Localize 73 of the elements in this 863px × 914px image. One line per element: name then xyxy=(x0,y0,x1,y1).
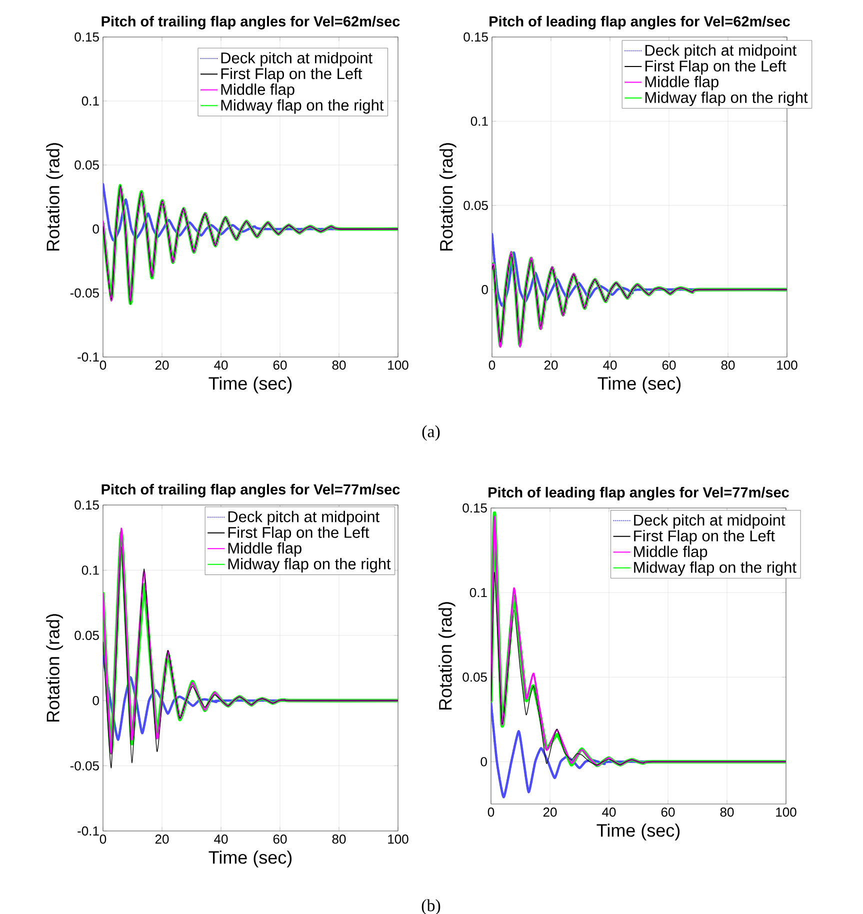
x-tick-label: 40 xyxy=(214,834,228,844)
x-tick-label: 80 xyxy=(332,360,346,370)
y-tick-label: 0 xyxy=(482,285,488,294)
x-axis-title: Time (sec) xyxy=(596,824,680,840)
x-tick-label: 20 xyxy=(155,834,169,844)
legend-label: Deck pitch at midpoint xyxy=(221,52,372,67)
legend-label: Midway flap on the right xyxy=(634,561,796,576)
chart-title: Pitch of leading flap angles for Vel=62m/sec xyxy=(490,16,790,30)
x-tick-label: 60 xyxy=(661,808,675,817)
x-tick-label: 20 xyxy=(543,808,557,817)
x-tick-label: 40 xyxy=(214,360,228,370)
x-tick-label: 40 xyxy=(603,360,617,370)
y-axis-title: Rotation (rad) xyxy=(46,143,63,251)
chart-title: Pitch of trailing flap angles for Vel=77m/sec xyxy=(102,484,400,498)
y-tick-label: 0.15 xyxy=(74,500,99,510)
y-axis-title: Rotation (rad) xyxy=(438,602,456,710)
x-tick-label: 100 xyxy=(777,360,798,370)
legend-label: Deck pitch at midpoint xyxy=(228,510,380,526)
legend-label: Middle flap xyxy=(645,76,718,90)
y-axis-title: Rotation (rad) xyxy=(440,143,456,251)
y-tick-label: 0 xyxy=(92,224,99,234)
x-tick-label: 0 xyxy=(488,360,496,370)
x-tick-label: 0 xyxy=(100,834,106,844)
x-tick-label: 0 xyxy=(100,360,106,370)
y-tick-label: -0.05 xyxy=(70,761,99,770)
legend-label: Middle flap xyxy=(228,542,302,557)
legend-label: Middle flap xyxy=(221,84,294,98)
chart-title: Pitch of leading flap angles for Vel=77m/sec xyxy=(488,486,789,500)
legend-label: First Flap on the Left xyxy=(221,68,362,82)
x-tick-label: 100 xyxy=(388,834,408,844)
x-tick-label: 100 xyxy=(388,360,408,370)
legend-label: Midway flap on the right xyxy=(645,92,808,106)
y-tick-label: 0.15 xyxy=(74,32,99,42)
y-tick-label: 0.15 xyxy=(462,503,487,513)
y-tick-label: 0 xyxy=(480,757,487,766)
x-axis-title: Time (sec) xyxy=(208,376,292,394)
y-tick-label: 0.05 xyxy=(74,630,99,640)
chart-title: Pitch of trailing flap angles for Vel=62m/sec xyxy=(102,16,400,30)
y-tick-label: 0 xyxy=(92,696,99,706)
x-tick-label: 80 xyxy=(332,834,346,844)
x-tick-label: 20 xyxy=(544,360,558,370)
x-tick-label: 0 xyxy=(488,808,494,817)
y-tick-label: -0.1 xyxy=(78,826,99,836)
y-tick-label: 0.05 xyxy=(462,672,487,682)
y-tick-label: 0.1 xyxy=(82,96,99,106)
text: (a) xyxy=(422,425,440,441)
x-tick-label: 60 xyxy=(273,834,287,844)
legend-label: Deck pitch at midpoint xyxy=(645,44,797,59)
y-tick-label: 0.1 xyxy=(82,566,99,575)
y-tick-label: 0.05 xyxy=(464,200,488,210)
legend-label: Midway flap on the right xyxy=(221,99,384,114)
legend-label: First Flap on the Left xyxy=(634,530,775,544)
legend-label: Middle flap xyxy=(634,546,708,560)
legend-label: First Flap on the Left xyxy=(228,526,370,542)
y-tick-label: 0.1 xyxy=(470,116,488,126)
x-tick-label: 20 xyxy=(155,360,169,370)
legend-label: Midway flap on the right xyxy=(228,558,391,572)
x-axis-title: Time (sec) xyxy=(208,850,292,868)
x-tick-label: 60 xyxy=(273,360,287,370)
x-tick-label: 80 xyxy=(720,808,734,817)
x-tick-label: 80 xyxy=(721,360,735,370)
y-tick-label: 0.15 xyxy=(464,32,488,42)
y-tick-label: 0.05 xyxy=(74,160,99,170)
x-axis-title: Time (sec) xyxy=(598,376,681,394)
legend-label: Deck pitch at midpoint xyxy=(634,514,786,529)
legend-label: First Flap on the Left xyxy=(645,60,786,75)
y-tick-label: -0.1 xyxy=(78,352,99,362)
y-tick-label: -0.05 xyxy=(70,288,99,298)
y-axis-title: Rotation (rad) xyxy=(46,614,63,722)
x-tick-label: 60 xyxy=(662,360,676,370)
x-tick-label: 100 xyxy=(776,808,796,817)
x-tick-label: 40 xyxy=(602,808,616,817)
y-tick-label: 0.1 xyxy=(470,588,487,598)
